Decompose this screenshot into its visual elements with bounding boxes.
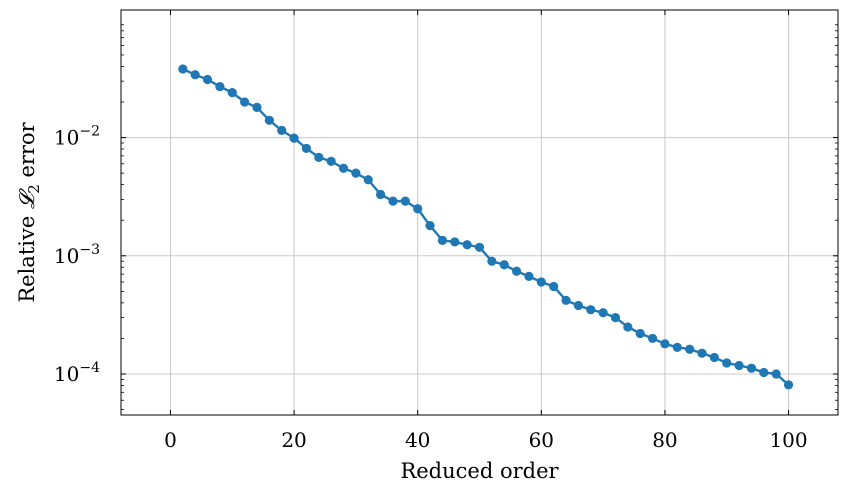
data-point [549,281,559,292]
data-point [437,235,448,245]
data-point [672,342,682,352]
y-axis-label-prefix: Relative [15,209,39,303]
data-point [178,64,188,74]
data-point [400,196,410,206]
y-axis-label-suffix: error [15,121,39,184]
x-axis-label: Reduced order [400,459,559,483]
x-tick-label: 80 [652,428,677,452]
axis-ticks [121,10,838,415]
data-point [277,125,287,135]
y-axis-label-subscript: 2 [25,184,43,194]
x-tick-label: 20 [281,428,306,452]
data-point [635,328,645,339]
data-point [561,295,571,305]
data-point [474,242,485,252]
y-axis-label: Relative 𝓛2 error [15,121,43,302]
data-point [264,115,274,125]
x-tick-label: 60 [529,428,554,452]
y-tick-labels: 10−4 10−3 10−2 [54,124,100,386]
data-point [610,313,621,323]
data-point [746,363,757,373]
data-point [425,221,435,231]
data-point [338,163,349,173]
x-tick-label: 100 [769,428,807,452]
data-point [413,204,423,214]
data-point [783,380,794,390]
data-point [289,133,299,143]
data-point [314,152,324,162]
data-point [351,168,361,178]
data-point [586,305,596,315]
data-point [202,74,213,85]
data-point [252,102,262,112]
data-point [326,156,336,166]
data-point [685,344,695,354]
data-point [301,143,312,153]
data-point [499,260,509,270]
y-tick-label: 10−4 [54,360,100,386]
data-point [660,339,670,349]
data-point [363,175,373,185]
data-point [487,256,497,266]
data-point [771,369,781,379]
data-point [598,308,608,318]
data-point [524,271,534,281]
data-point [462,240,472,250]
data-point [623,322,633,332]
x-tick-label: 0 [164,428,177,452]
data-point [709,352,719,363]
x-tick-label: 40 [405,428,430,452]
data-point [215,81,225,92]
x-tick-labels: 0 20 40 60 80 100 [164,428,808,452]
series-line [182,67,790,386]
data-point [697,348,707,358]
data-point [450,237,460,247]
data-point [376,189,386,200]
data-point [388,196,398,206]
data-point [511,266,522,276]
y-tick-label: 10−3 [54,242,100,268]
data-point [759,367,769,378]
data-point [536,277,546,287]
data-point [734,360,744,371]
data-point [647,333,658,344]
y-tick-label: 10−2 [54,124,100,150]
data-point [227,88,237,98]
data-point [573,300,583,311]
grid [121,10,838,415]
series [178,64,794,390]
plot-frame [120,9,839,416]
data-point [722,358,732,368]
data-point [240,97,250,107]
data-point [190,70,200,80]
